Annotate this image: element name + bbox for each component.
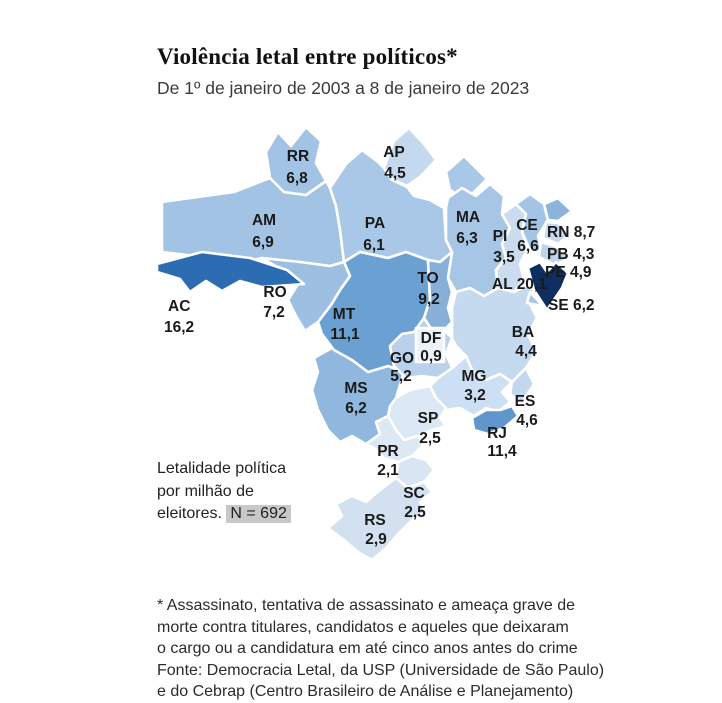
state-shape-pe <box>537 240 573 267</box>
state-label-mt: MT <box>333 306 356 323</box>
state-label-pr: 2,1 <box>377 462 399 479</box>
note-line-3-text: eleitores. <box>157 505 227 522</box>
state-shape-to <box>422 250 454 332</box>
state-label-ms: MS <box>344 380 367 397</box>
state-label-ap: AP <box>383 144 405 161</box>
state-label-sp: SP <box>418 410 439 427</box>
state-shape-es <box>508 366 536 404</box>
state-label-rj: RJ <box>487 425 507 442</box>
state-shape-se <box>525 290 545 308</box>
state-shape-rs <box>326 476 434 562</box>
state-label-go: GO <box>390 350 414 367</box>
state-label-am: 6,9 <box>252 234 274 251</box>
state-label-es: ES <box>515 393 536 410</box>
state-shape-al <box>526 260 570 312</box>
state-label-se: SE 6,2 <box>548 297 595 314</box>
state-shape-rj <box>470 404 520 436</box>
page-subtitle: De 1º de janeiro de 2003 a 8 de janeiro … <box>157 78 530 98</box>
state-label-pa: PA <box>365 215 385 232</box>
state-label-sc: 2,5 <box>404 504 426 521</box>
footnote-line: Fonte: Democracia Letal, da USP (Univers… <box>157 661 605 679</box>
state-label-ap: 4,5 <box>384 165 406 182</box>
state-shape-ac <box>155 250 306 294</box>
map-note: Letalidade política por milhão de eleito… <box>157 458 291 526</box>
state-label-es: 4,6 <box>516 412 538 429</box>
state-label-ro: RO <box>263 284 286 301</box>
state-label-ma: MA <box>456 209 480 226</box>
state-label-rr: 6,8 <box>286 170 308 187</box>
state-label-rj: 11,4 <box>487 443 517 460</box>
state-shape-pb <box>541 220 573 246</box>
state-label-go: 5,2 <box>390 368 412 385</box>
state-shape-df <box>414 326 446 364</box>
page-title: Violência letal entre políticos* <box>157 44 458 69</box>
state-label-sc: SC <box>403 485 425 502</box>
note-line-2: por milhão de <box>157 482 254 500</box>
state-label-sp: 2,5 <box>419 430 441 447</box>
state-label-pb: PB 4,3 <box>547 246 595 263</box>
footnote-line: e do Cebrap (Centro Brasileiro de Anális… <box>157 683 574 701</box>
state-label-pe: PE 4,9 <box>545 264 592 281</box>
state-label-al: AL 20,1 <box>492 276 547 293</box>
state-shape-rr <box>264 125 328 197</box>
marajo-island-shape <box>444 154 489 202</box>
note-line-1: Letalidade política <box>157 460 286 477</box>
state-label-df: 0,9 <box>420 348 442 365</box>
state-shape-ro <box>260 256 352 333</box>
state-label-mg: MG <box>462 368 487 385</box>
state-label-ba: 4,4 <box>515 343 537 360</box>
state-label-pi: PI <box>493 228 508 245</box>
state-label-mt: 11,1 <box>330 326 360 343</box>
state-label-df: DF <box>421 330 442 347</box>
state-label-am: AM <box>252 212 276 229</box>
footnote-line: * Assassinato, tentativa de assassinato … <box>157 597 576 614</box>
footnote-line: morte contra titulares, candidatos e aqu… <box>157 618 569 636</box>
state-label-ce: CE <box>516 217 538 234</box>
state-label-ms: 6,2 <box>345 400 367 417</box>
state-polygons <box>155 125 574 562</box>
state-label-to: TO <box>417 270 438 287</box>
state-label-pr: PR <box>377 443 399 460</box>
state-label-rn: RN 8,7 <box>547 224 595 241</box>
state-label-rr: RR <box>287 148 309 165</box>
state-label-pi: 3,5 <box>493 249 515 266</box>
state-label-ac: AC <box>168 298 190 315</box>
note-line-3: eleitores. N = 692 <box>157 503 291 526</box>
state-label-ac: 16,2 <box>164 319 194 336</box>
state-shape-ap <box>382 126 438 188</box>
state-label-to: 9,2 <box>418 291 440 308</box>
state-labels: AM 6,9 PA 6,1 MA 6,3 PI 3,5CE 6,6 BA 4,4 MG 3,2 SP 2,5… <box>164 144 595 548</box>
state-label-ro: 7,2 <box>263 304 285 321</box>
state-label-mg: 3,2 <box>464 387 486 404</box>
state-label-pa: 6,1 <box>363 237 385 254</box>
state-label-ba: BA <box>512 324 534 341</box>
sample-size-badge: N = 692 <box>226 505 291 523</box>
footnote-line: o cargo ou a candidatura em até cinco an… <box>157 640 578 658</box>
state-label-ma: 6,3 <box>456 230 478 247</box>
state-label-ce: 6,6 <box>517 238 539 255</box>
state-label-rs: 2,9 <box>365 531 387 548</box>
footnote: * Assassinato, tentativa de assassinato … <box>157 595 604 703</box>
state-label-rs: RS <box>364 512 386 529</box>
state-shape-rn <box>542 196 574 223</box>
